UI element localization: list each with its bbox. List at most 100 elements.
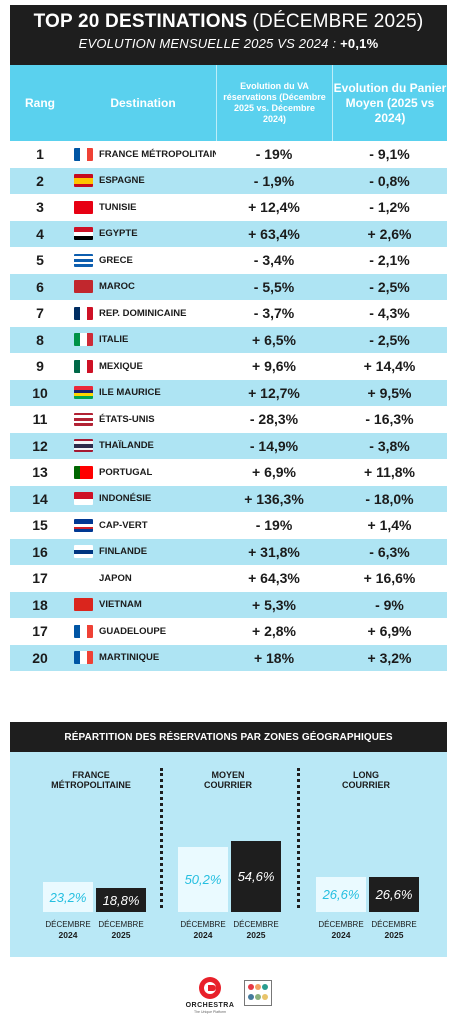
page-subtitle: EVOLUTION MENSUELLE 2025 VS 2024 : +0,1% — [10, 36, 447, 51]
table-row: 20 MARTINIQUE + 18% + 3,2% — [10, 644, 447, 671]
cell-destination: INDONÉSIE — [70, 492, 216, 506]
bar-axis-label-month: DÉCEMBRE — [45, 920, 91, 929]
italy-flag-icon — [74, 333, 93, 347]
bar-2025-2: 26,6% — [369, 877, 419, 912]
table-row: 3 TUNISIE + 12,4% - 1,2% — [10, 194, 447, 221]
table-row: 14 INDONÉSIE + 136,3% - 18,0% — [10, 485, 447, 512]
cell-rank: 15 — [32, 517, 48, 534]
cape-verde-flag-icon — [74, 518, 93, 532]
cell-panier-evolution: - 3,8% — [369, 437, 410, 454]
cell-rank: 6 — [36, 278, 44, 295]
zone-separator — [297, 768, 300, 908]
table-row: 11 ÉTATS-UNIS - 28,3% - 16,3% — [10, 406, 447, 433]
destination-name: GUADELOUPE — [99, 625, 167, 637]
bar-axis-label: DÉCEMBRE 2025 — [93, 920, 149, 940]
bar-axis-label: DÉCEMBRE 2024 — [175, 920, 231, 940]
bar-axis-label: DÉCEMBRE 2024 — [313, 920, 369, 940]
partner-seal-logo — [244, 980, 272, 1006]
cell-va-evolution: + 9,6% — [252, 358, 296, 375]
egypt-flag-icon — [74, 227, 93, 241]
table-row: 6 MAROC - 5,5% - 2,5% — [10, 273, 447, 300]
bar-axis-label: DÉCEMBRE 2025 — [228, 920, 284, 940]
cell-rank: 5 — [36, 252, 44, 269]
cell-panier-evolution: - 18,0% — [365, 490, 414, 507]
mauritius-flag-icon — [74, 386, 93, 400]
zone-title-line: COURRIER — [203, 780, 252, 791]
table-row: 17 JAPON + 64,3% + 16,6% — [10, 565, 447, 592]
cell-rank: 14 — [32, 490, 48, 507]
cell-destination: FINLANDE — [70, 545, 216, 559]
destination-name: MEXIQUE — [99, 360, 143, 372]
cell-va-evolution: + 63,4% — [248, 225, 300, 242]
greece-flag-icon — [74, 253, 93, 267]
bar-axis-label-month: DÉCEMBRE — [371, 920, 417, 929]
bar-axis-label-year: 2024 — [58, 929, 78, 940]
japan-flag-icon — [74, 571, 93, 585]
destination-name: ESPAGNE — [99, 175, 145, 187]
column-header-rank: Rang — [25, 96, 55, 110]
cell-destination: MAROC — [70, 280, 216, 294]
bar-2025-1: 54,6% — [231, 841, 281, 912]
destination-name: ILE MAURICE — [99, 387, 161, 399]
subtitle-text: EVOLUTION MENSUELLE 2025 VS 2024 : — [78, 36, 337, 51]
cell-destination: ÉTATS-UNIS — [70, 412, 216, 426]
zone-title-line: FRANCE — [72, 770, 110, 780]
cell-rank: 3 — [36, 199, 44, 216]
morocco-flag-icon — [74, 280, 93, 294]
table-row: 15 CAP-VERT - 19% + 1,4% — [10, 512, 447, 539]
destination-name: REP. DOMINICAINE — [99, 307, 187, 319]
cell-destination: GRECE — [70, 253, 216, 267]
zone-title-france: FRANCE MÉTROPOLITAINE — [26, 770, 156, 791]
cell-panier-evolution: - 1,2% — [369, 199, 410, 216]
destination-name: TUNISIE — [99, 201, 137, 213]
cell-panier-evolution: + 1,4% — [367, 517, 412, 534]
title-period: (DÉCEMBRE 2025) — [252, 11, 424, 32]
page-title: TOP 20 DESTINATIONS (DÉCEMBRE 2025) — [10, 11, 447, 33]
bar-2024-1: 50,2% — [178, 847, 228, 912]
france-flag-icon — [74, 147, 93, 161]
column-header-destination: Destination — [110, 96, 176, 110]
cell-rank: 7 — [36, 305, 44, 322]
bar-axis-label-month: DÉCEMBRE — [318, 920, 364, 929]
cell-destination: ILE MAURICE — [70, 386, 216, 400]
cell-destination: MARTINIQUE — [70, 651, 216, 665]
destination-name: THAÏLANDE — [99, 440, 154, 452]
title-text: TOP 20 DESTINATIONS — [33, 11, 248, 32]
cell-destination: GUADELOUPE — [70, 624, 216, 638]
thailand-flag-icon — [74, 439, 93, 453]
table-row: 13 PORTUGAL + 6,9% + 11,8% — [10, 459, 447, 486]
zone-title-line: COURRIER — [341, 780, 390, 791]
cell-panier-evolution: - 0,8% — [369, 172, 410, 189]
cell-panier-evolution: - 2,1% — [369, 252, 410, 269]
table-row: 9 MEXIQUE + 9,6% + 14,4% — [10, 353, 447, 380]
zones-chart: FRANCE MÉTROPOLITAINE MOYEN COURRIER LON… — [10, 752, 447, 957]
table-row: 5 GRECE - 3,4% - 2,1% — [10, 247, 447, 274]
cell-destination: ITALIE — [70, 333, 216, 347]
cell-rank: 20 — [32, 649, 48, 666]
destination-name: JAPON — [99, 572, 132, 584]
destination-name: MARTINIQUE — [99, 652, 160, 664]
table-row: 17 GUADELOUPE + 2,8% + 6,9% — [10, 618, 447, 645]
cell-destination: TUNISIE — [70, 200, 216, 214]
cell-va-evolution: + 18% — [253, 649, 295, 666]
zone-title-line: MÉTROPOLITAINE — [51, 780, 131, 791]
cell-rank: 8 — [36, 331, 44, 348]
cell-va-evolution: + 6,9% — [252, 464, 296, 481]
indonesia-flag-icon — [74, 492, 93, 506]
bar-axis-label-year: 2025 — [111, 929, 131, 940]
cell-va-evolution: + 2,8% — [252, 623, 296, 640]
bar-axis-label: DÉCEMBRE 2025 — [366, 920, 422, 940]
destination-name: EGYPTE — [99, 228, 138, 240]
cell-va-evolution: - 5,5% — [253, 278, 295, 295]
destination-name: ITALIE — [99, 334, 129, 346]
destination-name: CAP-VERT — [99, 519, 148, 531]
cell-panier-evolution: - 9,1% — [369, 146, 410, 163]
cell-rank: 4 — [36, 225, 44, 242]
cell-va-evolution: - 19% — [255, 146, 293, 163]
cell-rank: 11 — [32, 411, 48, 428]
spain-flag-icon — [74, 174, 93, 188]
bar-axis-label-year: 2025 — [246, 929, 266, 940]
column-header-panier: Evolution du Panier Moyen (2025 vs 2024) — [332, 65, 447, 141]
cell-va-evolution: - 3,4% — [253, 252, 295, 269]
table-row: 12 THAÏLANDE - 14,9% - 3,8% — [10, 432, 447, 459]
